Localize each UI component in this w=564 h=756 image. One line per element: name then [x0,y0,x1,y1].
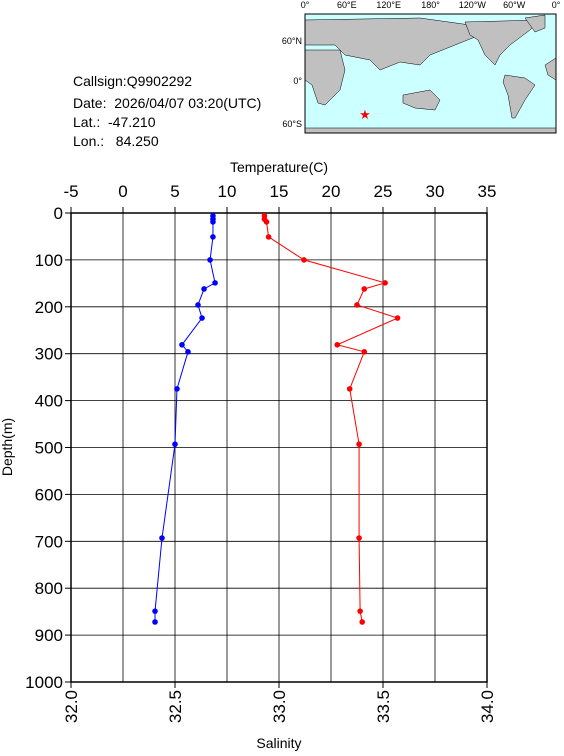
y-tick-label: 500 [35,439,63,458]
profile-point [210,219,216,225]
info-block: Callsign:Q9902292 Date: 2026/04/07 03:20… [73,73,261,149]
profile-point [346,386,353,392]
map-lon-label: 60°W [503,0,526,10]
x2-tick-label: 33.0 [270,690,289,723]
x-tick-label: 25 [374,182,393,201]
map-lon-label: 120°E [376,0,401,10]
profile-point [354,302,360,308]
profile-point [195,302,201,308]
x-axis-title: Temperature(C) [230,159,328,175]
map: ★ 0° 60°E 120°E 180° 120°W 60°W 0° 60°N 0° 60°S [282,0,561,134]
y-axis-title: Depth(m) [0,418,15,476]
y-tick-label: 100 [35,251,63,270]
profile-point [359,619,366,625]
profile-point [334,341,341,348]
profile-point [212,280,218,286]
y-tick-label: 300 [35,345,63,364]
profile-point [394,315,401,321]
profile-point [199,315,205,321]
x-tick-label: 15 [270,182,289,201]
profile-point [356,535,362,541]
x-tick-label: -5 [63,182,78,201]
profile-point [263,219,270,225]
profile-point [210,234,216,240]
map-lat-label: 0° [293,76,302,86]
map-lon-label: 0° [301,0,310,10]
callsign: Callsign:Q9902292 [73,73,192,89]
x-tick-label: 30 [426,182,445,201]
y-tick-label: 1000 [25,673,63,692]
x-tick-label: 0 [118,182,127,201]
y-tick-label: 900 [35,626,63,645]
profile-point [301,257,307,263]
profile-line [154,215,216,622]
profile-point [357,608,363,614]
profile-point [179,341,185,348]
map-lat-label: 60°S [282,119,302,129]
map-frame [304,13,557,134]
position-star: ★ [359,107,371,122]
y-tick-label: 400 [35,392,63,411]
profile-point [356,441,362,448]
date: Date: 2026/04/07 03:20(UTC) [73,95,261,111]
profile-point [201,286,207,292]
y-tick-label: 600 [35,485,63,504]
x2-axis-title: Salinity [256,735,301,751]
profile-point [265,234,272,240]
profile-point [185,349,191,355]
y-tick-label: 700 [35,532,63,551]
map-lon-label: 0° [552,0,561,10]
map-lon-label: 60°E [337,0,357,10]
map-lon-label: 120°W [459,0,487,10]
y-tick-label: 0 [54,204,63,223]
x-tick-label: 10 [218,182,237,201]
profile-point [361,349,368,355]
y-tick-label: 200 [35,298,63,317]
map-lon-label: 180° [421,0,440,10]
x2-tick-label: 34.0 [478,690,497,723]
x2-tick-label: 33.5 [374,690,393,723]
profile-point [174,386,180,392]
profile-point [172,441,178,448]
map-lat-label: 60°N [282,36,302,46]
x-tick-label: 5 [170,182,179,201]
x-tick-label: 35 [478,182,497,201]
y-tick-label: 800 [35,579,63,598]
profile-point [382,280,388,286]
profile-point [152,608,158,614]
profile-point [361,286,368,292]
longitude: Lon.: 84.250 [73,133,159,149]
profile-point [152,619,158,625]
latitude: Lat.: -47.210 [73,114,156,130]
x2-tick-label: 32.0 [62,690,81,723]
x2-tick-label: 32.5 [166,690,185,723]
profile-point [159,535,165,541]
profile-line [263,215,399,623]
x-tick-label: 20 [322,182,341,201]
land [304,14,557,134]
profile-point [207,257,213,263]
